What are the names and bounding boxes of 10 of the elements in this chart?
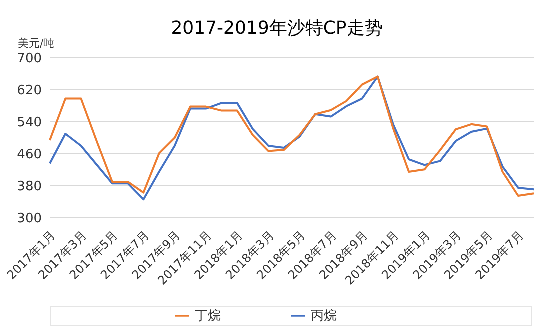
y-tick-label: 540 (17, 116, 42, 131)
y-tick-label: 460 (17, 148, 42, 163)
y-tick-label: 380 (17, 180, 42, 195)
legend-label: 丁烷 (195, 309, 221, 324)
chart-title: 2017-2019年沙特CP走势 (171, 18, 383, 39)
legend-label: 丙烷 (311, 309, 337, 324)
y-axis-title: 美元/吨 (18, 36, 55, 51)
y-tick-label: 300 (17, 212, 42, 227)
y-tick-label: 620 (17, 84, 42, 99)
y-tick-label: 700 (17, 52, 42, 67)
